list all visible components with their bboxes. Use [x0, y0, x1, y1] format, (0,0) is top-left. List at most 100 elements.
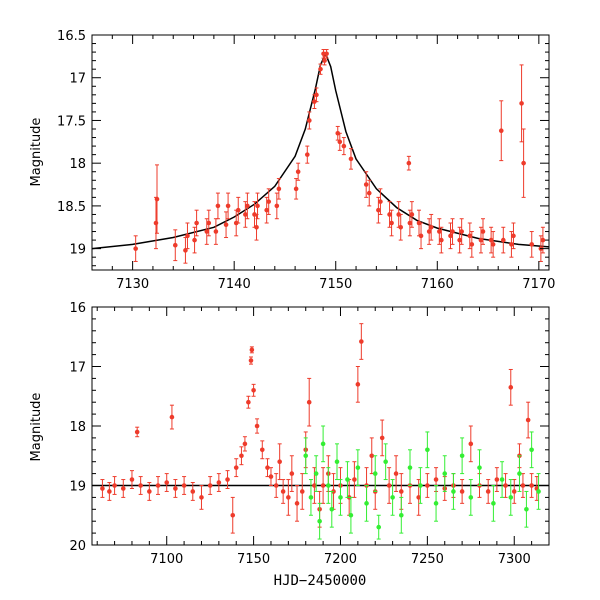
data-point [359, 339, 364, 344]
data-point [308, 495, 314, 500]
data-point [249, 347, 255, 353]
top-x-tick-label: 7160 [421, 277, 454, 292]
data-point [467, 233, 473, 239]
data-point [376, 524, 382, 530]
data-point [426, 229, 432, 234]
data-point [255, 203, 260, 209]
data-point [477, 465, 482, 470]
data-point [243, 212, 248, 217]
data-point [329, 507, 335, 512]
data-point [154, 196, 160, 202]
data-point [372, 471, 378, 476]
data-point [386, 483, 392, 488]
data-point [379, 435, 385, 441]
data-point [112, 483, 117, 488]
data-point [107, 489, 112, 494]
data-point [192, 237, 197, 243]
top-series-red-survey [133, 49, 546, 264]
data-point [293, 186, 299, 192]
data-point [320, 441, 326, 447]
bottom-y-tick-label: 20 [69, 539, 86, 554]
bottom-y-tick-label: 17 [69, 361, 86, 376]
data-point [133, 246, 138, 251]
top-panel-y-axis-label: Magnitude [29, 118, 44, 187]
data-point [511, 489, 517, 494]
data-point [488, 237, 494, 243]
data-point [498, 128, 504, 134]
data-point [233, 220, 239, 226]
data-point [450, 229, 455, 234]
data-point [352, 477, 357, 482]
data-point [459, 453, 465, 459]
data-point [276, 186, 282, 192]
data-point [153, 220, 159, 226]
top-panel-data [92, 49, 549, 264]
bottom-x-tick-label: 7300 [498, 552, 531, 567]
data-point [348, 156, 354, 162]
data-point [312, 99, 317, 104]
data-point [448, 233, 453, 239]
data-point [303, 453, 309, 459]
data-point [280, 489, 286, 494]
data-point [409, 212, 415, 217]
data-point [248, 358, 254, 363]
top-y-tick-label: 18 [69, 157, 86, 172]
data-point [383, 459, 388, 465]
data-point [490, 242, 496, 247]
data-point [274, 203, 280, 209]
data-point [389, 220, 394, 226]
data-point [207, 483, 213, 488]
data-point [239, 453, 244, 459]
data-point [494, 477, 500, 482]
bottom-series-green-survey [303, 425, 541, 540]
top-x-tick-label: 7140 [218, 277, 251, 292]
data-point [254, 423, 260, 429]
data-point [503, 483, 508, 488]
data-point [517, 471, 522, 476]
data-point [204, 229, 210, 234]
bottom-x-tick-label: 7150 [237, 552, 270, 567]
data-point [183, 248, 188, 253]
data-point [478, 237, 484, 243]
data-point [138, 483, 143, 488]
data-point [439, 237, 444, 243]
bottom-panel-frame [91, 306, 550, 546]
data-point [376, 207, 381, 213]
data-point [318, 66, 323, 72]
data-point [524, 507, 529, 512]
data-point [155, 483, 161, 488]
data-point [324, 51, 329, 57]
data-point [416, 495, 421, 500]
data-point [312, 483, 317, 488]
bottom-panel-axes: 7100 7150 7200 7250 7300 16 17 18 19 20 [69, 301, 550, 567]
data-point [418, 233, 424, 239]
data-point [468, 441, 474, 447]
data-point [341, 143, 347, 149]
data-point [508, 385, 514, 390]
data-point [363, 182, 369, 187]
data-point [469, 242, 475, 247]
data-point [268, 474, 274, 479]
data-point [485, 489, 491, 494]
top-y-tick-label: 17 [69, 72, 86, 87]
data-point [529, 242, 535, 247]
data-point [313, 471, 319, 476]
data-point [396, 212, 401, 217]
bottom-x-tick-label: 7250 [411, 552, 444, 567]
data-point [491, 501, 496, 506]
data-point [355, 382, 361, 387]
data-point [459, 489, 465, 494]
data-point [213, 229, 219, 234]
data-point [120, 486, 126, 491]
data-point [259, 447, 265, 453]
data-point [508, 495, 514, 500]
data-point [169, 414, 175, 420]
data-point [254, 224, 259, 230]
data-point [251, 388, 256, 393]
data-point [366, 190, 372, 196]
data-point [511, 233, 516, 239]
data-point [225, 477, 230, 482]
data-point [334, 459, 340, 465]
data-point [164, 480, 170, 485]
data-point [355, 465, 361, 470]
